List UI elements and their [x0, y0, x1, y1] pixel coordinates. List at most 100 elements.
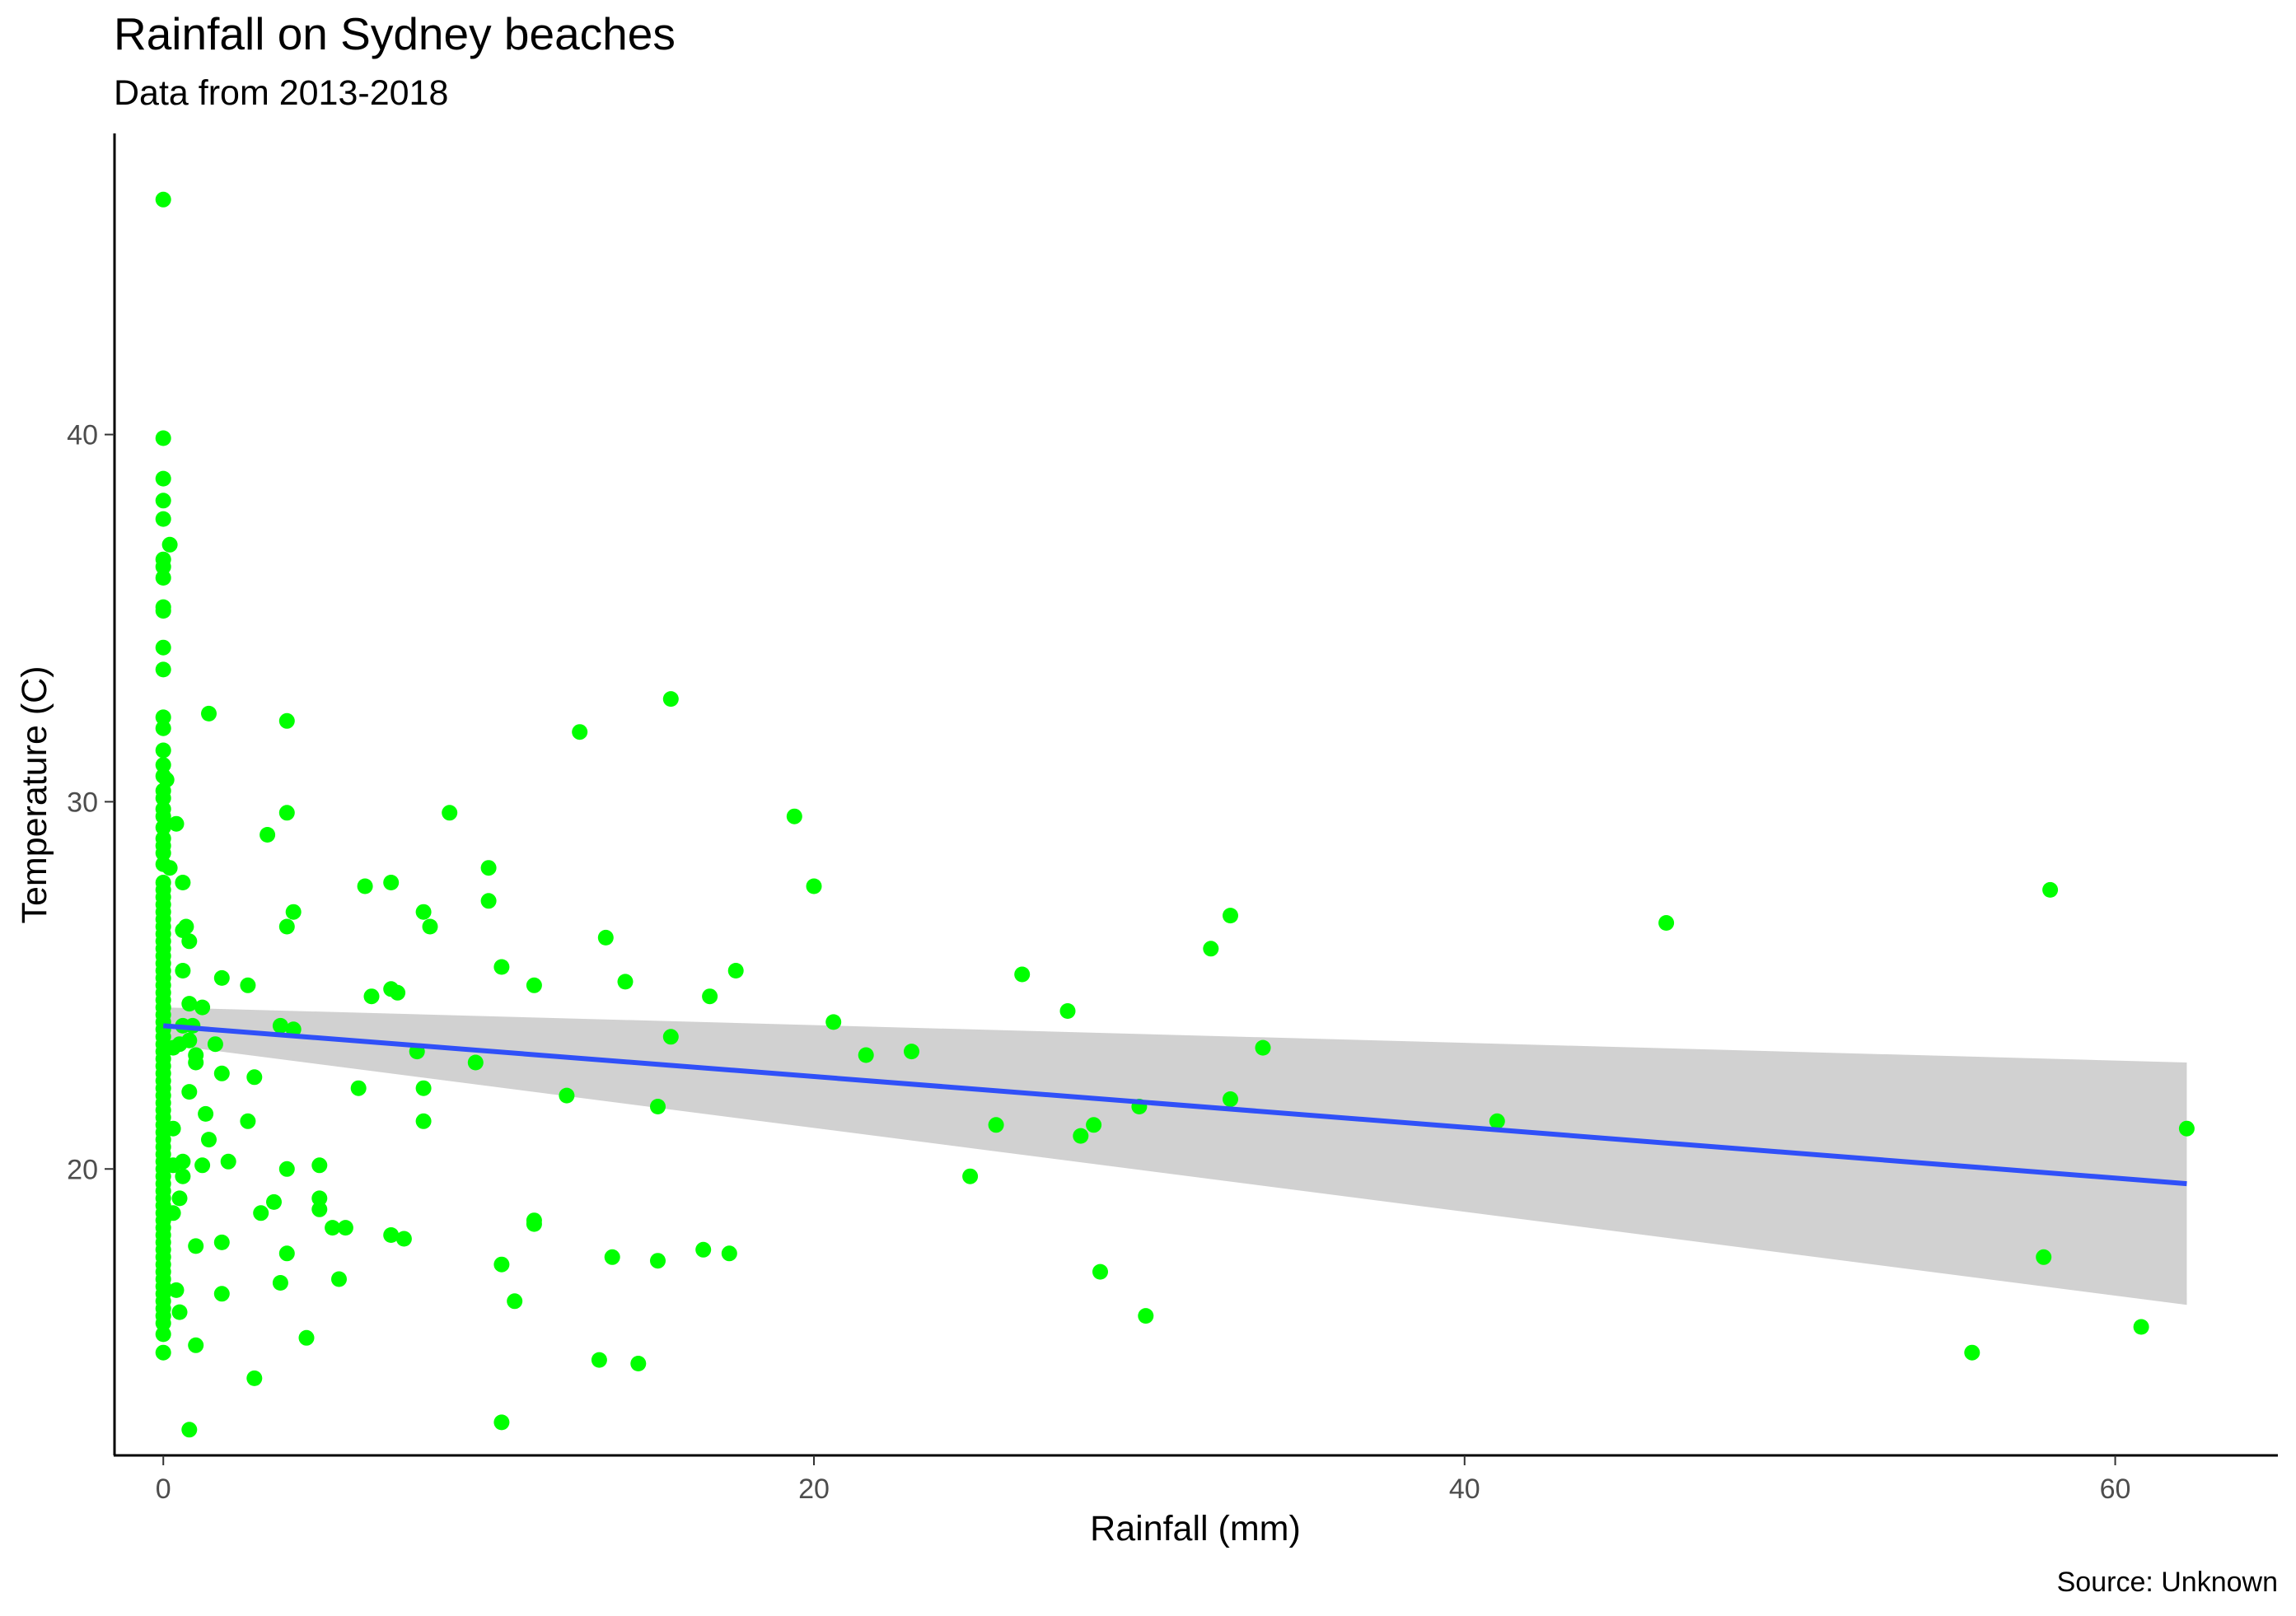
data-point [311, 1157, 328, 1174]
data-point [285, 904, 302, 920]
data-point [702, 988, 718, 1005]
data-point [155, 493, 171, 509]
data-point [155, 720, 171, 736]
data-point [1014, 966, 1031, 983]
data-point [415, 1113, 432, 1129]
data-point [858, 1047, 874, 1063]
y-axis-title: Temperature (C) [15, 666, 54, 923]
data-point [337, 1220, 353, 1236]
x-tick-label: 20 [798, 1474, 830, 1505]
data-point [415, 1080, 432, 1096]
data-point [165, 1120, 181, 1137]
data-point [155, 511, 171, 527]
data-point [278, 1245, 295, 1262]
data-point [155, 191, 171, 208]
data-point [1223, 1091, 1238, 1107]
data-point [395, 1231, 412, 1247]
data-point [721, 1245, 737, 1262]
data-point [1489, 1113, 1505, 1129]
data-point [727, 963, 744, 978]
data-point [155, 790, 171, 806]
data-point [1092, 1263, 1108, 1280]
data-point [155, 603, 171, 619]
data-point [662, 1029, 679, 1045]
data-point [171, 1190, 188, 1207]
x-tick-label: 60 [2100, 1474, 2131, 1505]
data-point [331, 1271, 347, 1287]
data-point [278, 1161, 295, 1177]
data-point [155, 1315, 171, 1331]
data-point [962, 1168, 979, 1184]
data-point [311, 1201, 328, 1217]
data-point [175, 1153, 191, 1170]
data-point [188, 1337, 204, 1353]
data-point [604, 1249, 620, 1265]
data-point [168, 815, 185, 832]
data-point [155, 1344, 171, 1361]
data-points [155, 191, 2195, 1438]
data-point [155, 470, 171, 487]
data-point [1658, 915, 1675, 931]
data-point [825, 1014, 842, 1030]
data-point [155, 757, 171, 773]
data-point [246, 1069, 263, 1086]
data-point [178, 918, 194, 935]
data-point [988, 1117, 1004, 1133]
data-point [298, 1329, 315, 1346]
confidence-band [163, 1007, 2187, 1305]
data-point [591, 1352, 607, 1368]
data-point [415, 904, 432, 920]
data-point [662, 691, 679, 708]
data-point [1138, 1308, 1154, 1324]
data-point [390, 984, 406, 1001]
x-axis-ticks: 0 20 40 60 [156, 1455, 2131, 1505]
chart-subtitle: Data from 2013-2018 [114, 73, 448, 113]
data-point [493, 1256, 510, 1273]
x-tick-label: 0 [156, 1474, 171, 1505]
data-point [175, 963, 191, 978]
confidence-band-area [163, 1007, 2187, 1305]
data-point [786, 808, 802, 824]
data-point [155, 709, 171, 726]
data-point [480, 860, 497, 876]
data-point [442, 805, 458, 821]
data-point [695, 1241, 712, 1258]
data-point [207, 1036, 223, 1053]
data-point [1964, 1344, 1980, 1361]
data-point [171, 1304, 188, 1320]
data-point [1059, 1003, 1076, 1019]
data-point [559, 1087, 575, 1104]
data-point [572, 724, 588, 740]
data-point [806, 878, 822, 894]
data-point [188, 1054, 204, 1071]
x-axis-title: Rainfall (mm) [1090, 1509, 1301, 1548]
data-point [201, 1132, 217, 1148]
data-point [597, 929, 614, 946]
x-tick-label: 40 [1449, 1474, 1480, 1505]
data-point [198, 1105, 214, 1122]
data-point [278, 918, 295, 935]
data-point [2133, 1319, 2149, 1335]
data-point [165, 1205, 181, 1221]
chart-title: Rainfall on Sydney beaches [114, 8, 676, 59]
data-point [194, 1157, 211, 1174]
data-point [493, 959, 510, 975]
data-point [175, 875, 191, 890]
data-point [155, 808, 171, 824]
data-point [161, 860, 178, 876]
data-point [383, 1227, 400, 1243]
data-point [260, 827, 276, 843]
data-point [383, 875, 400, 890]
data-point [266, 1193, 282, 1210]
data-point [155, 845, 171, 862]
data-point [480, 893, 497, 909]
data-point [363, 988, 380, 1005]
data-point [213, 1286, 230, 1302]
data-point [181, 1084, 198, 1100]
data-point [188, 1238, 204, 1254]
data-point [526, 977, 542, 993]
data-point [350, 1080, 367, 1096]
data-point [155, 1326, 171, 1343]
data-point [155, 820, 171, 836]
